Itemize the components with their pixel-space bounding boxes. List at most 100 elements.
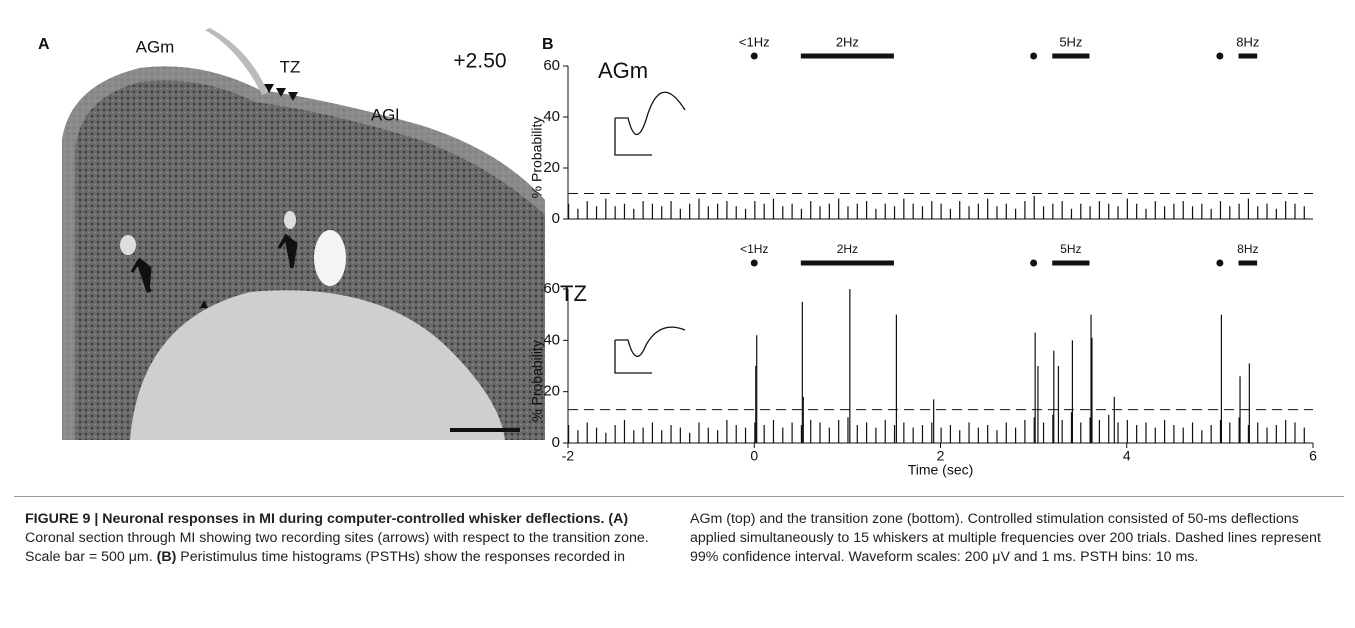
arrow [277, 233, 298, 269]
histogram-bar [670, 425, 672, 443]
histogram-bar [903, 422, 905, 443]
histogram-bar [782, 427, 784, 443]
histogram-bar [847, 417, 849, 443]
histogram-bar [931, 201, 933, 219]
y-axis-label: % Probability [529, 117, 545, 199]
histogram-bar [1247, 425, 1250, 443]
histogram-bar [921, 206, 924, 219]
histogram-bar [1136, 203, 1138, 219]
stimulus-dot [1030, 259, 1038, 267]
histogram-bar [996, 430, 998, 443]
y-tick-label: 20 [543, 159, 560, 176]
histogram-bar [1294, 422, 1296, 443]
histogram-bar [849, 289, 851, 443]
panel-label: A [38, 36, 50, 53]
histogram-bar [651, 422, 654, 443]
stimulus-label: 8Hz [1237, 242, 1258, 256]
histogram-bar [893, 206, 896, 219]
stimulus-dot [750, 259, 758, 267]
histogram-bar [987, 425, 989, 443]
histogram-bar [651, 203, 654, 219]
histogram-bar [577, 208, 579, 219]
histogram-bar [689, 203, 691, 219]
histogram-bar [754, 422, 756, 443]
histogram-bar [1080, 422, 1082, 443]
histogram-bar [1117, 206, 1119, 219]
caption-text: Coronal section through MI showing two r… [25, 530, 649, 565]
histogram-bar [1266, 427, 1268, 443]
histogram-bar [949, 208, 952, 219]
histogram-bar [1098, 201, 1101, 219]
histogram-bar [1229, 206, 1231, 219]
histogram-bar [1303, 206, 1305, 219]
histogram-bar [1034, 332, 1036, 443]
histogram-bar [1053, 350, 1055, 443]
x-tick-label: 0 [750, 448, 758, 464]
histogram-bar [1164, 419, 1166, 443]
chart-name: AGm [598, 58, 648, 83]
panel-label: B [542, 36, 554, 53]
histogram-bar [1071, 340, 1074, 443]
histogram-bar [717, 203, 719, 219]
y-axis-label: % Probability [529, 340, 545, 422]
histogram-bar [614, 425, 616, 443]
histogram-bar [1126, 419, 1128, 443]
histogram-bar [1191, 422, 1194, 443]
stimulus-label: 5Hz [1060, 242, 1081, 256]
histogram-bar [1126, 198, 1128, 219]
histogram-bar [772, 198, 775, 219]
x-tick-label: 2 [937, 448, 945, 464]
histogram-bar [577, 430, 579, 443]
histogram-bar [1257, 422, 1259, 443]
histogram-bar [642, 427, 644, 443]
histogram-bar [1057, 366, 1060, 443]
histogram-bar [1136, 425, 1138, 443]
histogram-bar [698, 198, 700, 219]
histogram-bar [679, 208, 681, 219]
histogram-bar [977, 203, 979, 219]
histogram-bar [1015, 427, 1017, 443]
histogram-bar [568, 425, 570, 443]
histogram-bar [763, 203, 765, 219]
x-tick-label: 4 [1123, 448, 1131, 464]
histogram-bar [1191, 206, 1194, 219]
stimulus-label: 2Hz [836, 34, 859, 49]
stimulus-label: 8Hz [1236, 34, 1259, 49]
histogram-bar [1219, 419, 1222, 443]
histogram-bar [987, 198, 989, 219]
histogram-bar [800, 425, 803, 443]
lesion-site [284, 211, 296, 229]
histogram-bar [1108, 203, 1110, 219]
y-tick-label: 40 [543, 108, 560, 125]
stimulus-dot [1216, 259, 1224, 267]
histogram-bar [959, 201, 961, 219]
histogram-bar [933, 399, 935, 443]
histogram-bar [1089, 417, 1091, 443]
histogram-bar [633, 430, 635, 443]
histogram-bar [568, 203, 570, 219]
histogram-bar [1080, 203, 1082, 219]
histogram-bar [1164, 206, 1166, 219]
histogram-bar [1024, 419, 1026, 443]
histogram-bar [707, 427, 709, 443]
histogram-bar [884, 203, 886, 219]
histogram-bar [698, 422, 700, 443]
histology-image [62, 28, 545, 440]
x-tick-label: -2 [562, 448, 575, 464]
stimulus-dot [1030, 52, 1038, 60]
histogram-bar [893, 425, 896, 443]
histogram-bar [1220, 314, 1223, 443]
histogram-bar [1247, 198, 1250, 219]
histogram-bar [912, 427, 914, 443]
histogram-bar [1266, 203, 1268, 219]
histogram-bar [1090, 314, 1092, 443]
histogram-bar [1238, 417, 1240, 443]
histogram-bar [661, 206, 663, 219]
histogram-bar [661, 430, 663, 443]
histogram-bar [819, 422, 821, 443]
histogram-bar [800, 208, 803, 219]
histogram-bar [1210, 425, 1212, 443]
histogram-bar [940, 203, 942, 219]
